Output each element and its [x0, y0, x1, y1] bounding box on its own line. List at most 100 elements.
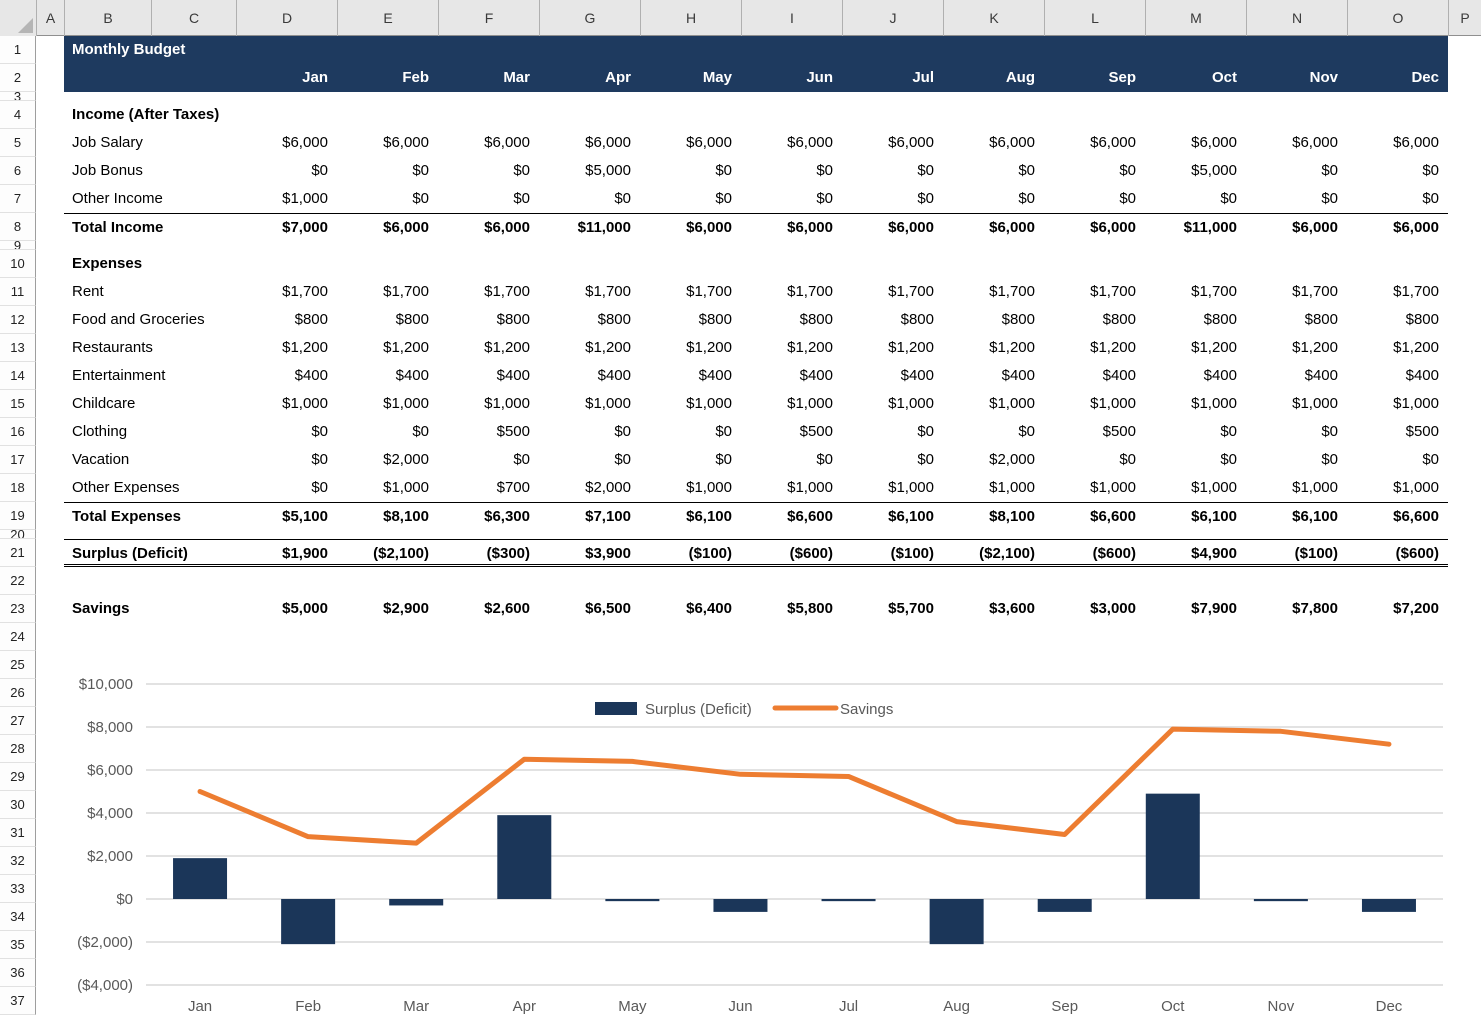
column-header-E[interactable]: E	[337, 0, 438, 36]
cell[interactable]: $0	[1321, 162, 1338, 179]
cell[interactable]: $1,000	[282, 395, 328, 412]
cell[interactable]: $1,000	[1393, 479, 1439, 496]
cell[interactable]: $0	[1422, 451, 1439, 468]
row-label[interactable]: Rent	[72, 283, 104, 300]
cell[interactable]	[337, 101, 438, 129]
column-header-K[interactable]: K	[943, 0, 1044, 36]
cell[interactable]: $0	[513, 190, 530, 207]
month-header-Dec[interactable]: Dec	[1347, 64, 1448, 92]
cell[interactable]	[1448, 362, 1481, 390]
cell[interactable]: ($300)	[438, 539, 539, 567]
cell[interactable]: $1,700	[888, 283, 934, 300]
cell[interactable]: ($600)	[1044, 539, 1145, 567]
cell[interactable]: $0	[715, 423, 732, 440]
cell[interactable]: $7,000	[236, 213, 337, 241]
cell[interactable]	[36, 101, 64, 129]
row-header-32[interactable]: 32	[0, 847, 36, 875]
cell[interactable]	[337, 250, 438, 278]
cell[interactable]: $0	[917, 162, 934, 179]
cell[interactable]: $1,700	[383, 283, 429, 300]
cell[interactable]	[1448, 959, 1481, 987]
cell[interactable]	[36, 362, 64, 390]
cell[interactable]: $7,200	[1393, 600, 1439, 617]
cell[interactable]	[1448, 875, 1481, 903]
cell[interactable]: $6,100	[1145, 502, 1246, 530]
month-header-Mar[interactable]: Mar	[438, 64, 539, 92]
column-header-M[interactable]: M	[1145, 0, 1246, 36]
cell[interactable]: $1,200	[1191, 339, 1237, 356]
cell[interactable]	[36, 36, 64, 64]
cell[interactable]	[1448, 567, 1481, 595]
cell[interactable]: $0	[311, 162, 328, 179]
cell[interactable]: $1,000	[888, 479, 934, 496]
row-label[interactable]: Clothing	[72, 423, 128, 440]
row-label[interactable]: Surplus (Deficit)	[64, 539, 236, 567]
cell[interactable]	[1448, 213, 1481, 241]
cell[interactable]: $800	[294, 311, 328, 328]
cell[interactable]: $1,000	[282, 190, 328, 207]
cell[interactable]: $2,000	[383, 451, 429, 468]
row-header-1[interactable]: 1	[0, 36, 36, 64]
cell[interactable]: $700	[496, 479, 530, 496]
column-header-D[interactable]: D	[236, 0, 337, 36]
cell[interactable]: $1,000	[989, 395, 1035, 412]
cell[interactable]: $400	[294, 367, 328, 384]
cell[interactable]: $1,700	[686, 283, 732, 300]
column-header-H[interactable]: H	[640, 0, 741, 36]
cell[interactable]: $800	[1203, 311, 1237, 328]
row-label[interactable]: Savings	[72, 600, 130, 617]
column-header-N[interactable]: N	[1246, 0, 1347, 36]
cell[interactable]: $0	[1220, 451, 1237, 468]
cell[interactable]	[1448, 418, 1481, 446]
cell[interactable]	[1448, 101, 1481, 129]
cell[interactable]	[36, 390, 64, 418]
cell[interactable]: $400	[1304, 367, 1338, 384]
row-label[interactable]: Food and Groceries	[72, 311, 205, 328]
row-header-10[interactable]: 10	[0, 250, 36, 278]
cell[interactable]: $0	[311, 451, 328, 468]
row-header-37[interactable]: 37	[0, 987, 36, 1015]
cell[interactable]: $1,000	[383, 395, 429, 412]
row-header-27[interactable]: 27	[0, 707, 36, 735]
cell[interactable]: $1,700	[484, 283, 530, 300]
cell[interactable]: $7,100	[539, 502, 640, 530]
cell[interactable]: $2,900	[383, 600, 429, 617]
cell[interactable]: $6,000	[383, 134, 429, 151]
row-header-28[interactable]: 28	[0, 735, 36, 763]
cell[interactable]	[1448, 987, 1481, 1015]
cell[interactable]	[842, 101, 943, 129]
month-header-Apr[interactable]: Apr	[539, 64, 640, 92]
cell[interactable]: $5,000	[585, 162, 631, 179]
row-header-33[interactable]: 33	[0, 875, 36, 903]
cell[interactable]: $800	[799, 311, 833, 328]
cell[interactable]	[36, 474, 64, 502]
row-header-36[interactable]: 36	[0, 959, 36, 987]
cell[interactable]	[1448, 623, 1481, 651]
cell[interactable]: $0	[1220, 423, 1237, 440]
cell[interactable]: $800	[1102, 311, 1136, 328]
row-header-15[interactable]: 15	[0, 390, 36, 418]
cell[interactable]	[36, 64, 64, 92]
cell[interactable]: $6,000	[842, 213, 943, 241]
cell[interactable]: $1,000	[1393, 395, 1439, 412]
cell[interactable]: $6,400	[686, 600, 732, 617]
cell[interactable]: $0	[1220, 190, 1237, 207]
column-header-J[interactable]: J	[842, 0, 943, 36]
cell[interactable]	[64, 530, 1448, 539]
cell[interactable]: $0	[1321, 190, 1338, 207]
row-header-20[interactable]: 20	[0, 530, 36, 539]
cell[interactable]	[1448, 92, 1481, 101]
cell[interactable]	[1448, 474, 1481, 502]
cell[interactable]: $6,000	[1090, 134, 1136, 151]
cell[interactable]: $400	[395, 367, 429, 384]
cell[interactable]	[842, 250, 943, 278]
column-header-A[interactable]: A	[36, 0, 64, 36]
row-header-8[interactable]: 8	[0, 213, 36, 241]
cell[interactable]: $500	[496, 423, 530, 440]
cell[interactable]: $800	[900, 311, 934, 328]
cell[interactable]	[741, 101, 842, 129]
cell[interactable]: $1,000	[1191, 479, 1237, 496]
cell[interactable]: $1,700	[585, 283, 631, 300]
cell[interactable]	[1448, 446, 1481, 474]
cell[interactable]	[1448, 707, 1481, 735]
